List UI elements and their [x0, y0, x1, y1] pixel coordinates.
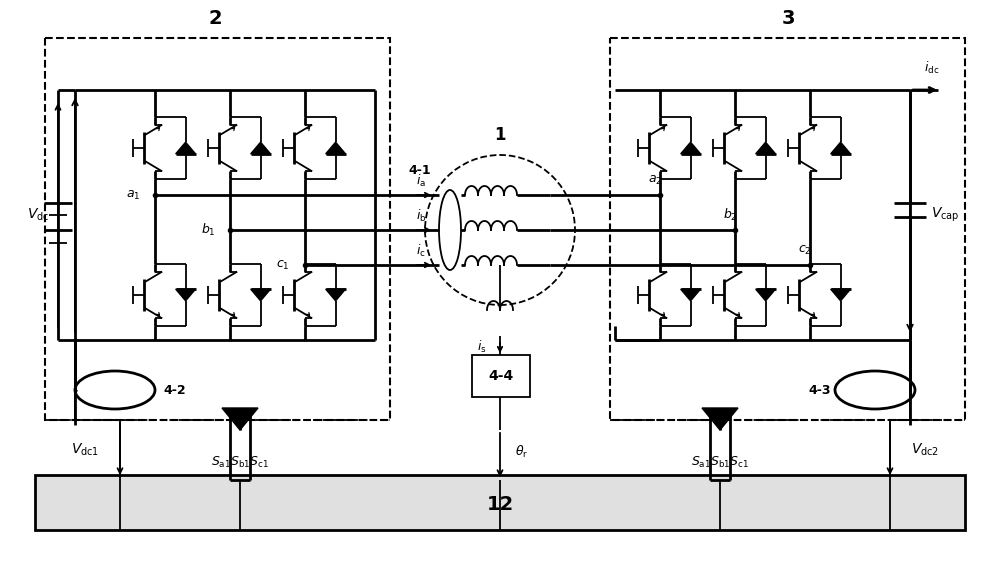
Polygon shape	[176, 289, 196, 301]
Bar	[35, 475, 965, 530]
Polygon shape	[831, 142, 850, 154]
Text: 4-2: 4-2	[164, 384, 186, 397]
Text: 4-1: 4-1	[409, 163, 431, 177]
Polygon shape	[756, 289, 776, 301]
Text: $i_{\mathrm{dc}}$: $i_{\mathrm{dc}}$	[924, 60, 940, 76]
Polygon shape	[681, 142, 700, 154]
Text: 1: 1	[494, 126, 506, 144]
Text: $V_{\mathrm{cap}}$: $V_{\mathrm{cap}}$	[931, 206, 959, 224]
Text: 2: 2	[208, 8, 222, 27]
Text: $S_{\mathrm{a1}}S_{\mathrm{b1}}S_{\mathrm{c1}}$: $S_{\mathrm{a1}}S_{\mathrm{b1}}S_{\mathr…	[211, 454, 269, 470]
Text: $b_2$: $b_2$	[723, 207, 737, 223]
Polygon shape	[251, 289, 270, 301]
Polygon shape	[326, 142, 346, 154]
Text: 4-4: 4-4	[488, 369, 514, 383]
Text: $V_{\mathrm{dc1}}$: $V_{\mathrm{dc1}}$	[71, 442, 99, 458]
Text: $V_{\mathrm{dc}}$: $V_{\mathrm{dc}}$	[27, 207, 49, 223]
Bar	[472, 355, 530, 397]
Text: $a_2$: $a_2$	[648, 173, 662, 187]
Polygon shape	[831, 289, 850, 301]
Polygon shape	[251, 142, 270, 154]
Text: $i_{\mathrm{s}}$: $i_{\mathrm{s}}$	[477, 339, 487, 355]
Text: 3: 3	[781, 8, 795, 27]
Polygon shape	[756, 142, 776, 154]
Text: 12: 12	[486, 495, 514, 514]
Polygon shape	[326, 289, 346, 301]
Text: $i_{\mathrm{c}}$: $i_{\mathrm{c}}$	[416, 243, 426, 259]
Polygon shape	[222, 408, 258, 430]
Polygon shape	[176, 142, 196, 154]
Text: $c_2$: $c_2$	[798, 243, 812, 256]
Text: $V_{\mathrm{dc2}}$: $V_{\mathrm{dc2}}$	[911, 442, 939, 458]
Text: $i_{\mathrm{b}}$: $i_{\mathrm{b}}$	[416, 208, 426, 224]
Text: 4-3: 4-3	[809, 384, 831, 397]
Text: $b_1$: $b_1$	[201, 222, 215, 238]
Text: $S_{\mathrm{a1}}S_{\mathrm{b1}}S_{\mathrm{c1}}$: $S_{\mathrm{a1}}S_{\mathrm{b1}}S_{\mathr…	[691, 454, 749, 470]
Text: $i_{\mathrm{a}}$: $i_{\mathrm{a}}$	[416, 173, 426, 189]
Text: $c_1$: $c_1$	[276, 259, 290, 272]
Text: $\theta_{\mathrm{r}}$: $\theta_{\mathrm{r}}$	[515, 444, 529, 460]
Text: $a_1$: $a_1$	[126, 188, 140, 201]
Polygon shape	[702, 408, 738, 430]
Polygon shape	[681, 289, 700, 301]
